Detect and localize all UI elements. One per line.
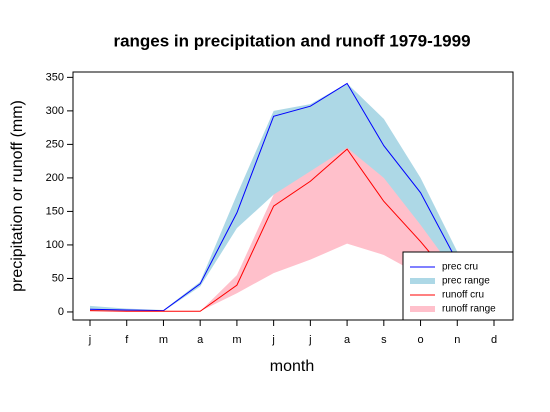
- y-tick-label: 250: [46, 138, 64, 150]
- legend-label: prec range: [442, 276, 490, 287]
- plot-frame: [72, 71, 514, 321]
- y-tick-label: 200: [46, 172, 64, 184]
- y-tick-label: 50: [52, 272, 64, 284]
- range-band: [90, 147, 494, 312]
- range-band: [90, 83, 494, 312]
- legend-label: prec cru: [442, 262, 478, 273]
- y-axis-title: precipitation or runoff (mm): [9, 100, 26, 292]
- x-axis-title: month: [270, 358, 314, 375]
- x-tick-label: j: [88, 334, 91, 346]
- x-tick-label: j: [271, 334, 274, 346]
- chart-title: ranges in precipitation and runoff 1979-…: [113, 31, 470, 50]
- x-tick-label: s: [381, 334, 387, 346]
- series-line: [89, 148, 495, 312]
- y-tick-label: 300: [46, 105, 64, 117]
- x-tick-label: j: [308, 334, 311, 346]
- y-tick-label: 150: [46, 205, 64, 217]
- x-tick-label: f: [125, 334, 129, 346]
- y-tick-label: 100: [46, 239, 64, 251]
- y-tick-label: 350: [46, 71, 64, 83]
- legend-label: runoff range: [442, 304, 496, 315]
- x-tick-label: m: [232, 334, 241, 346]
- legend-label: runoff cru: [442, 290, 484, 301]
- x-tick-label: a: [344, 334, 351, 346]
- x-tick-label: o: [417, 334, 423, 346]
- y-tick-label: 0: [58, 306, 64, 318]
- series-line: [89, 82, 495, 312]
- x-tick-label: a: [197, 334, 204, 346]
- x-tick-label: n: [454, 334, 460, 346]
- x-tick-label: d: [491, 334, 497, 346]
- x-tick-label: m: [159, 334, 168, 346]
